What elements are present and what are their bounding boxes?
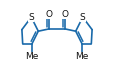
Text: S: S <box>28 13 34 22</box>
Text: O: O <box>45 10 52 19</box>
Text: Me: Me <box>75 52 88 61</box>
Text: O: O <box>61 10 68 19</box>
Text: Me: Me <box>25 52 38 61</box>
Text: S: S <box>79 13 85 22</box>
